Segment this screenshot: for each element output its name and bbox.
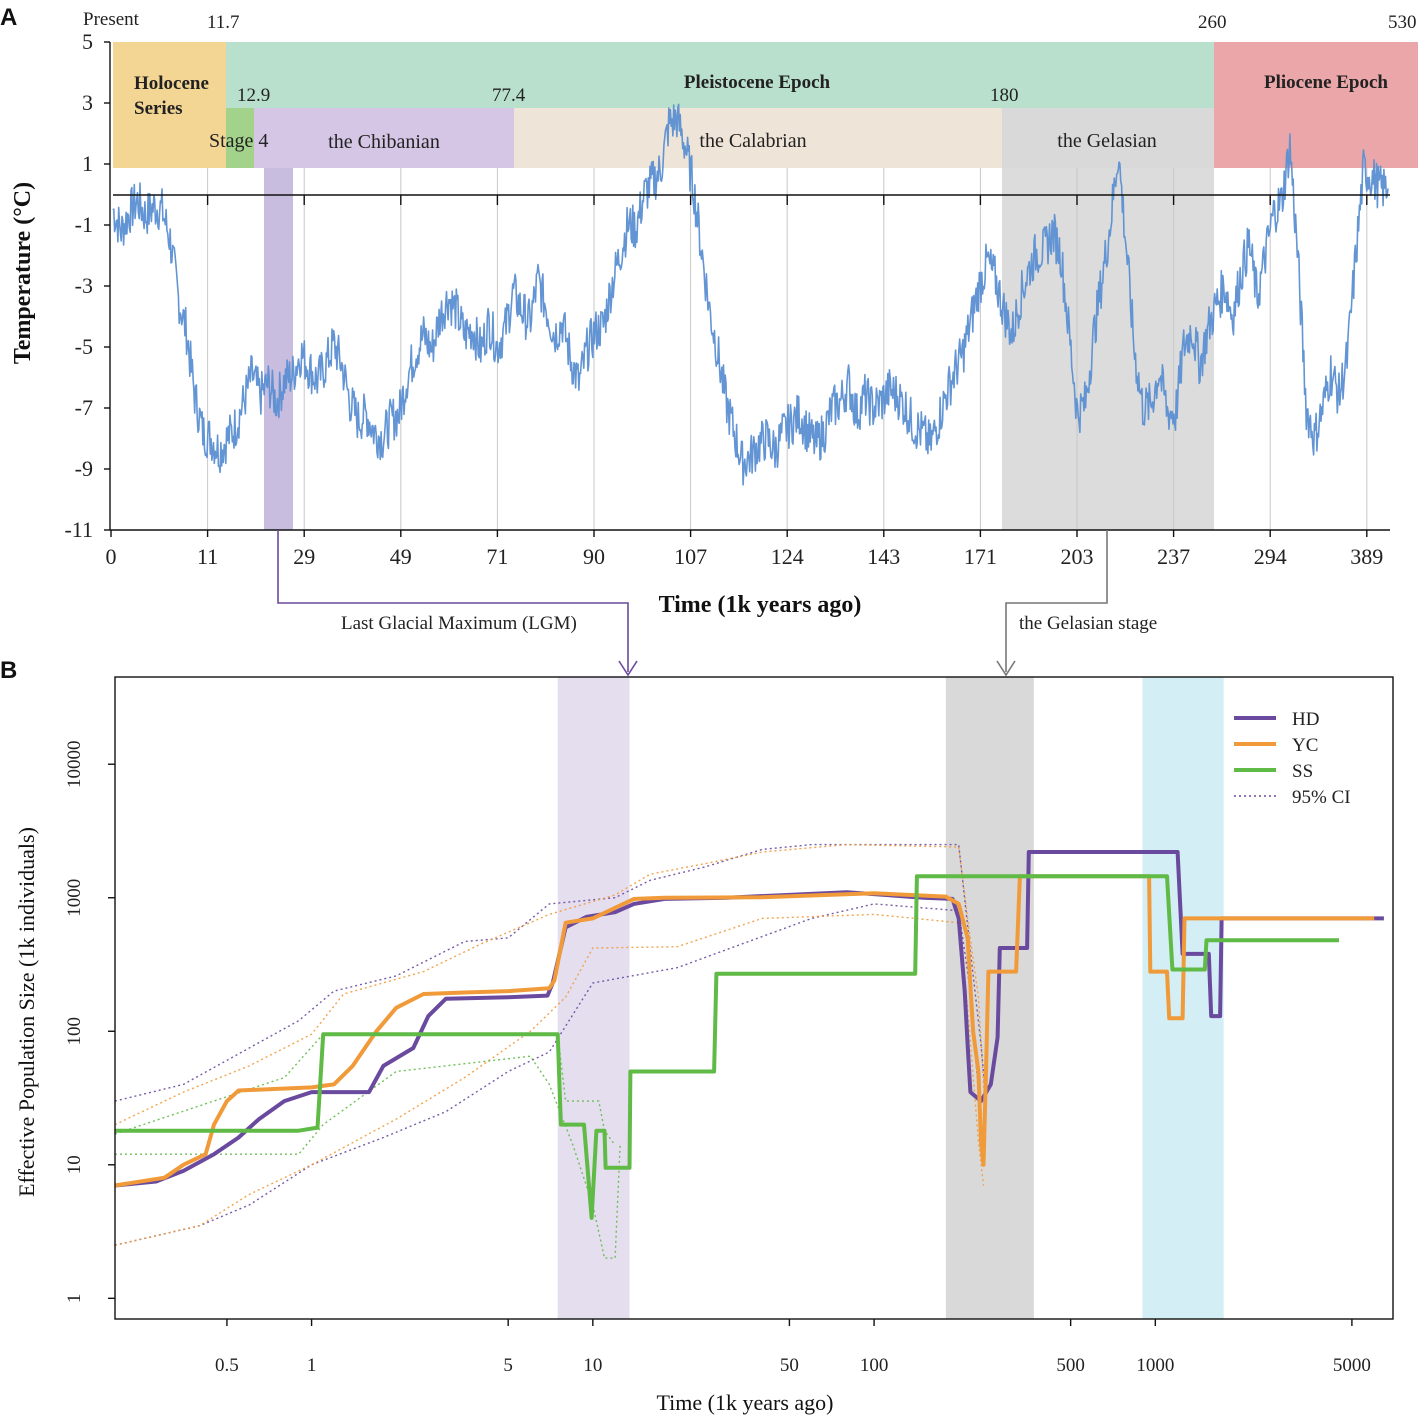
gelasian-label: the Gelasian stage xyxy=(1019,613,1157,634)
series-line-ss xyxy=(115,874,1339,1220)
x-ticks-a: 0 11 29 49 71 90 107 124 143 171 203 237 294 389 xyxy=(106,530,1383,569)
y-tick-label-b: 1000 xyxy=(64,879,85,917)
y-ticks-b: 10000 1000 100 10 1 xyxy=(64,740,115,1303)
gelasian-column xyxy=(1002,168,1214,530)
shaded-range xyxy=(945,677,1034,1319)
y-tick-label-b: 100 xyxy=(64,1017,85,1046)
x-tick-label-a: 107 xyxy=(674,544,707,569)
lgm-arrowhead xyxy=(618,660,638,677)
shaded-ranges xyxy=(557,677,1224,1319)
top-tick-530: 530 xyxy=(1388,12,1417,33)
label-stage4: Stage 4 xyxy=(209,130,268,152)
lgm-connector xyxy=(277,530,629,672)
x-tick-label-a: 203 xyxy=(1061,544,1094,569)
band-pleistocene xyxy=(226,42,1214,108)
x-tick-label-a: 124 xyxy=(771,544,804,569)
ci-line xyxy=(115,1055,621,1259)
x-tick-label-a: 90 xyxy=(583,544,605,569)
x-tick-label-a: 49 xyxy=(390,544,412,569)
x-tick-label-b: 5 xyxy=(503,1355,513,1376)
x-tick-label-b: 1 xyxy=(307,1355,317,1376)
mid-tick-180: 180 xyxy=(990,85,1019,106)
ci-lines xyxy=(114,843,987,1259)
y-tick-label-a: -11 xyxy=(64,517,93,542)
lgm-label: Last Glacial Maximum (LGM) xyxy=(341,613,577,634)
y-tick-label-b: 1 xyxy=(64,1294,85,1304)
band-calabrian xyxy=(514,108,1002,168)
band-stage4 xyxy=(226,108,254,168)
temperature-line xyxy=(112,103,1389,486)
y-tick-label-a: -1 xyxy=(75,212,93,237)
y-tick-label-a: 1 xyxy=(82,151,93,176)
x-tick-label-a: 71 xyxy=(486,544,508,569)
label-gelasian: the Gelasian xyxy=(1057,130,1156,152)
ci-line xyxy=(114,843,987,1102)
gelasian-connector xyxy=(1005,530,1108,672)
label-pliocene: Pliocene Epoch xyxy=(1264,72,1388,93)
x-tick-label-b: 1000 xyxy=(1136,1355,1174,1376)
zero-line-ticks xyxy=(206,195,1368,205)
x-tick-label-a: 11 xyxy=(197,544,218,569)
y-tick-label-a: -3 xyxy=(75,273,93,298)
x-tick-label-a: 237 xyxy=(1157,544,1190,569)
panel-a: A 5 3 1 -1 -3 -5 -7 -9 -11 0 11 29 49 71 90 107 124 143 1… xyxy=(0,4,1418,677)
y-axis-title-b: Effective Population Size (1k individual… xyxy=(14,827,39,1197)
panel-b: B 10000 1000 100 10 1 0.5 1 5 10 50 100 500 1000 500… xyxy=(0,657,1394,1415)
top-tick-11-7: 11.7 xyxy=(207,12,240,33)
x-tick-label-b: 0.5 xyxy=(215,1355,239,1376)
x-tick-label-a: 294 xyxy=(1254,544,1287,569)
ci-line xyxy=(114,1033,616,1146)
x-tick-label-a: 143 xyxy=(867,544,900,569)
band-gelasian xyxy=(1002,108,1214,168)
x-axis-title-a: Time (1k years ago) xyxy=(659,592,862,618)
ci-line xyxy=(114,913,985,1246)
x-tick-label-a: 29 xyxy=(293,544,315,569)
legend-label-ci: 95% CI xyxy=(1292,787,1351,808)
y-tick-label-b: 10000 xyxy=(64,740,85,788)
y-tick-label-a: -9 xyxy=(75,456,93,481)
x-tick-label-a: 389 xyxy=(1350,544,1383,569)
label-holocene-1: Holocene xyxy=(134,73,209,94)
lgm-column xyxy=(264,168,293,530)
legend: HD YC SS 95% CI xyxy=(1234,709,1351,808)
panel-b-letter: B xyxy=(0,657,17,684)
plot-frame-b xyxy=(114,676,1394,1320)
mid-tick-77-4: 77.4 xyxy=(492,85,526,106)
y-tick-label-a: 3 xyxy=(82,90,93,115)
y-ticks-a: 5 3 1 -1 -3 -5 -7 -9 -11 xyxy=(64,29,110,542)
label-pleistocene: Pleistocene Epoch xyxy=(684,72,831,93)
band-holocene xyxy=(113,42,226,168)
label-chibanian: the Chibanian xyxy=(328,131,440,153)
top-tick-260: 260 xyxy=(1198,12,1227,33)
panel-a-letter: A xyxy=(0,4,17,31)
x-axis-title-b: Time (1k years ago) xyxy=(657,1390,834,1415)
x-tick-label-a: 0 xyxy=(106,544,117,569)
shaded-range xyxy=(557,677,630,1319)
mid-tick-12-9: 12.9 xyxy=(237,85,270,106)
x-tick-label-b: 50 xyxy=(780,1355,799,1376)
x-tick-label-b: 10 xyxy=(583,1355,602,1376)
legend-label-ss: SS xyxy=(1292,761,1313,782)
y-tick-label-a: -5 xyxy=(75,334,93,359)
top-tick-present: Present xyxy=(83,9,140,30)
legend-label-hd: HD xyxy=(1292,709,1319,730)
x-tick-label-a: 171 xyxy=(964,544,997,569)
band-chibanian xyxy=(254,108,514,168)
y-tick-label-b: 10 xyxy=(64,1155,85,1174)
y-tick-label-a: -7 xyxy=(75,395,93,420)
x-tick-label-b: 5000 xyxy=(1333,1355,1371,1376)
gelasian-arrowhead xyxy=(996,660,1016,677)
y-tick-label-a: 5 xyxy=(82,29,93,54)
y-axis-title-a: Temperature (°C) xyxy=(10,182,36,364)
x-ticks-b: 0.5 1 5 10 50 100 500 1000 5000 xyxy=(215,1319,1371,1376)
x-tick-label-b: 100 xyxy=(860,1355,889,1376)
ci-line xyxy=(114,903,982,1246)
legend-label-yc: YC xyxy=(1292,735,1318,756)
x-tick-label-b: 500 xyxy=(1056,1355,1085,1376)
label-holocene-2: Series xyxy=(134,98,183,119)
label-calabrian: the Calabrian xyxy=(699,130,806,152)
series-lines xyxy=(114,850,1384,1220)
band-pliocene xyxy=(1214,42,1418,168)
